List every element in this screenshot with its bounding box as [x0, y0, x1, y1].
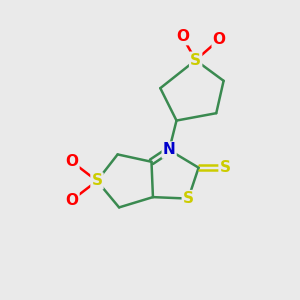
Text: O: O	[176, 29, 189, 44]
Text: S: S	[190, 53, 201, 68]
Text: S: S	[220, 160, 231, 175]
Text: S: S	[183, 191, 194, 206]
Text: N: N	[163, 142, 175, 158]
Text: O: O	[213, 32, 226, 47]
Text: O: O	[65, 193, 79, 208]
Text: S: S	[92, 173, 103, 188]
Text: O: O	[65, 154, 79, 169]
